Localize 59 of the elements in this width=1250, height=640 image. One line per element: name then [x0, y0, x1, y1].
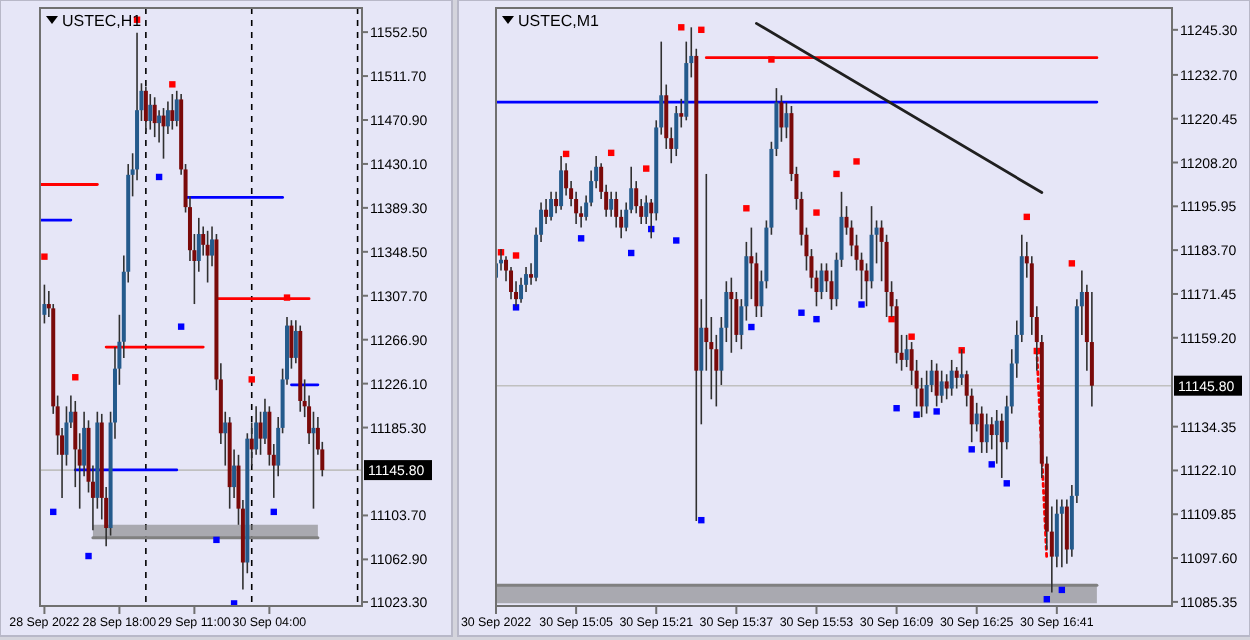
point — [643, 165, 650, 172]
candlestick — [984, 412, 989, 454]
point — [698, 516, 705, 524]
point — [968, 446, 975, 453]
point — [798, 309, 805, 316]
candlestick — [939, 369, 944, 404]
point — [248, 376, 255, 383]
point — [858, 301, 865, 308]
candlestick — [959, 348, 964, 386]
chart-title: USTEC,H1 — [62, 12, 143, 30]
chart-title: USTEC,M1 — [518, 12, 600, 30]
candlestick — [729, 276, 734, 354]
point — [853, 158, 860, 165]
point — [678, 24, 685, 31]
point — [768, 56, 775, 63]
candlestick — [944, 373, 949, 401]
point — [813, 315, 820, 323]
point — [577, 235, 585, 242]
candlestick — [674, 105, 679, 157]
candlestick — [152, 96, 157, 138]
point — [213, 536, 220, 544]
candlestick — [1089, 291, 1094, 408]
point — [169, 81, 176, 88]
point — [283, 294, 291, 301]
point — [988, 461, 995, 468]
candlestick — [784, 101, 789, 139]
point — [698, 26, 705, 34]
candlestick — [559, 155, 564, 211]
candlestick — [161, 107, 166, 160]
point — [1068, 260, 1076, 267]
candlestick — [829, 269, 834, 311]
candlestick — [170, 93, 175, 131]
point — [908, 333, 915, 340]
point — [893, 405, 900, 412]
point — [888, 315, 895, 323]
point — [177, 323, 185, 330]
candlestick — [979, 405, 984, 454]
point — [512, 252, 520, 259]
point — [1003, 480, 1010, 487]
point — [673, 237, 680, 244]
candlestick — [549, 191, 554, 222]
point — [813, 209, 820, 216]
candlestick — [205, 230, 210, 284]
candlestick — [904, 334, 909, 368]
candlestick — [779, 94, 784, 143]
point — [833, 170, 840, 178]
point — [743, 205, 750, 212]
candlestick — [42, 283, 47, 325]
candlestick — [934, 362, 939, 408]
point — [913, 411, 920, 418]
candlestick — [949, 359, 954, 397]
candlestick — [143, 85, 148, 133]
point — [85, 552, 92, 560]
candlestick — [1059, 498, 1064, 569]
point — [933, 408, 940, 415]
point — [748, 323, 755, 331]
candlestick — [148, 93, 153, 131]
candlestick — [819, 262, 824, 300]
point — [41, 253, 48, 260]
